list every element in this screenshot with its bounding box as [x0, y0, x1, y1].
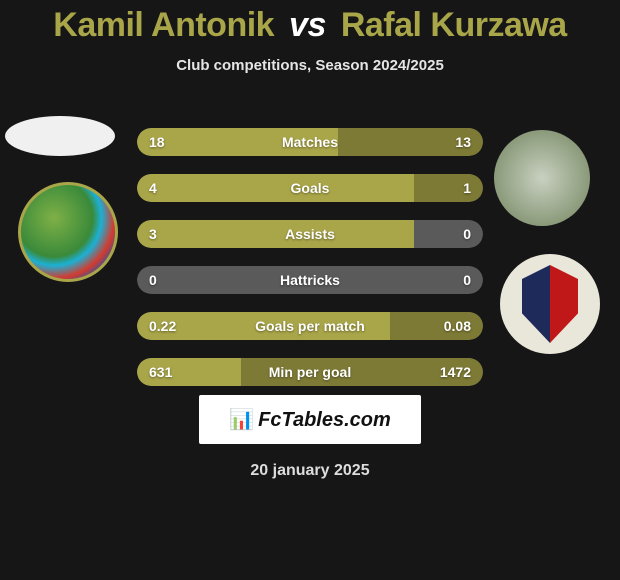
brand-text: FcTables.com [258, 409, 391, 431]
player1-photo [5, 116, 115, 156]
stat-row: 6311472Min per goal [137, 358, 483, 386]
stat-bars: 1813Matches 41Goals 30Assists 00Hattricks 0.… [137, 128, 483, 404]
footer: 📊FcTables.com 20 january 2025 [0, 395, 620, 480]
stat-label: Goals [137, 174, 483, 202]
stat-label: Assists [137, 220, 483, 248]
comparison-title: Kamil Antonik vs Rafal Kurzawa [0, 0, 620, 45]
stat-row: 00Hattricks [137, 266, 483, 294]
stat-label: Goals per match [137, 312, 483, 340]
snapshot-date: 20 january 2025 [0, 462, 620, 480]
stat-label: Hattricks [137, 266, 483, 294]
stat-row: 0.220.08Goals per match [137, 312, 483, 340]
brand-badge: 📊FcTables.com [199, 395, 421, 444]
vs-separator: vs [289, 6, 326, 44]
stat-label: Matches [137, 128, 483, 156]
club-shield-icon [522, 265, 578, 343]
chart-icon: 📊 [229, 407, 254, 432]
player2-name: Rafal Kurzawa [341, 6, 567, 44]
player2-photo [494, 130, 590, 226]
player1-name: Kamil Antonik [53, 6, 274, 44]
stat-row: 1813Matches [137, 128, 483, 156]
subtitle: Club competitions, Season 2024/2025 [0, 57, 620, 74]
stat-row: 30Assists [137, 220, 483, 248]
player2-club-badge [500, 254, 600, 354]
stat-row: 41Goals [137, 174, 483, 202]
stat-label: Min per goal [137, 358, 483, 386]
player1-club-badge [18, 182, 118, 282]
